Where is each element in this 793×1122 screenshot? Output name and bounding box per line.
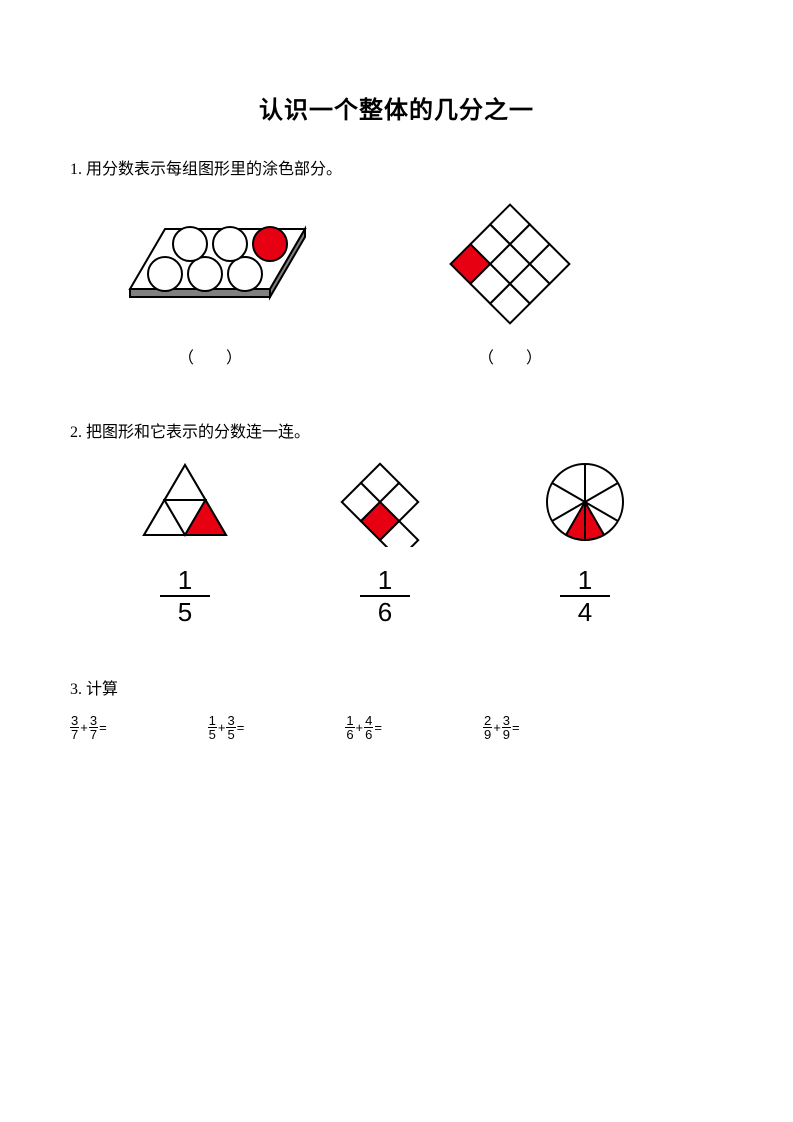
q1-answer-2: （ ） (430, 344, 590, 368)
q2-figures (130, 457, 723, 547)
q1-diamond-figure (430, 194, 590, 334)
calc-item-1: 37 + 37 = (70, 714, 108, 741)
fraction-1-4: 1 4 (530, 567, 640, 625)
fraction-1-6: 1 6 (330, 567, 440, 625)
page-title: 认识一个整体的几分之一 (70, 90, 723, 125)
q1-prompt: 1. 用分数表示每组图形里的涂色部分。 (70, 155, 723, 179)
q2-triangle-figure (130, 457, 240, 547)
q2-prompt: 2. 把图形和它表示的分数连一连。 (70, 418, 723, 442)
shaded-circle (253, 227, 287, 261)
q3-calc-row: 37 + 37 = 15 + 35 = 16 + 46 = 29 + 39 = (70, 714, 723, 741)
worksheet-page: 认识一个整体的几分之一 1. 用分数表示每组图形里的涂色部分。 (0, 0, 793, 741)
calc-item-4: 29 + 39 = (483, 714, 521, 741)
q1-answer-1: （ ） (110, 344, 310, 368)
q1-answer-row: （ ） （ ） (110, 344, 723, 368)
q2-diamonds-figure (330, 457, 440, 547)
calc-item-2: 15 + 35 = (208, 714, 246, 741)
q1-figures (110, 194, 723, 334)
fraction-1-5: 1 5 (130, 567, 240, 625)
calc-item-3: 16 + 46 = (345, 714, 383, 741)
q2-fractions-row: 1 5 1 6 1 4 (130, 567, 723, 625)
q1-tray-figure (110, 194, 310, 314)
q2-circle-figure (530, 457, 640, 547)
q3-prompt: 3. 计算 (70, 675, 723, 699)
